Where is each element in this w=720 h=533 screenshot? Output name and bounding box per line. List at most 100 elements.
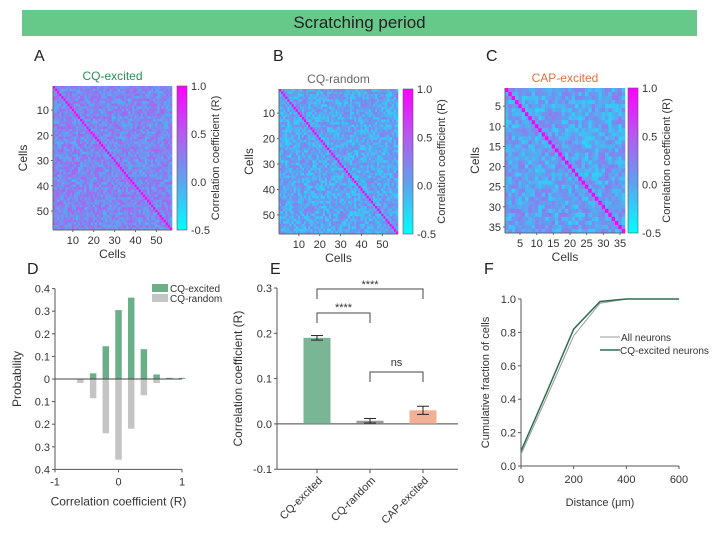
heatmap-cell (126, 171, 129, 175)
heatmap-cell (96, 171, 100, 175)
heatmap-cell (82, 106, 85, 110)
heatmap-cell (297, 132, 301, 136)
heatmap-cell (337, 119, 340, 123)
heatmap-cell (322, 89, 326, 92)
heatmap-cell (375, 119, 378, 123)
heatmap-cell (281, 99, 284, 103)
heatmap-cell (159, 103, 162, 107)
heatmap-cell (117, 128, 121, 132)
heatmap-cell (130, 161, 133, 165)
heatmap-cell (370, 142, 374, 146)
heatmap-cell (157, 182, 160, 185)
heatmap-cell (140, 106, 144, 110)
heatmap-cell (90, 146, 93, 150)
heatmap-cell (345, 144, 349, 148)
heatmap-cell (333, 155, 336, 158)
heatmap-cell (101, 146, 104, 150)
heatmap-cell (301, 114, 305, 118)
heatmap-cell (375, 144, 378, 148)
heatmap-cell (151, 144, 154, 147)
heatmap-cell (75, 194, 79, 198)
heatmap-cell (136, 202, 139, 206)
heatmap-cell (151, 96, 154, 99)
heatmap-cell (324, 111, 328, 115)
heatmap-cell (391, 96, 395, 100)
heatmap-cell (352, 147, 355, 151)
heatmap-cell (136, 88, 139, 92)
heatmap-cell (295, 101, 299, 105)
heatmap-cell (61, 166, 64, 170)
heatmap-cell (362, 94, 365, 97)
heatmap-cell (165, 197, 169, 200)
heatmap-cell (136, 93, 139, 97)
heatmap-cell (144, 146, 148, 150)
heatmap-cell (155, 113, 158, 117)
heatmap-cell (71, 164, 75, 168)
heatmap-cell (101, 161, 104, 165)
heatmap-cell (63, 224, 66, 228)
heatmap-cell (144, 149, 148, 152)
heatmap-cell (153, 199, 156, 203)
heatmap-cell (84, 101, 87, 104)
heatmap-cell (169, 187, 173, 190)
heatmap-cell (142, 189, 146, 193)
heatmap-cell (59, 222, 62, 226)
heatmap-cell (372, 157, 376, 161)
heatmap-cell (381, 152, 384, 156)
heatmap-cell (82, 136, 85, 140)
heatmap-cell (387, 96, 390, 100)
heatmap-cell (61, 111, 64, 115)
heatmap-cell (134, 164, 137, 168)
heatmap-cell (57, 182, 60, 185)
heatmap-cell (375, 101, 378, 105)
heatmap-cell (78, 103, 81, 107)
heatmap-cell (80, 128, 83, 132)
heatmap-cell (347, 139, 351, 143)
heatmap-cell (151, 182, 154, 185)
heatmap-cell (136, 118, 139, 122)
heatmap-cell (285, 89, 288, 92)
heatmap-cell (352, 96, 355, 100)
heatmap-cell (165, 182, 169, 185)
heatmap-cell (96, 189, 100, 193)
heatmap-cell (65, 151, 68, 155)
heatmap-cell (80, 224, 83, 228)
heatmap-cell (53, 174, 56, 178)
heatmap-cell (354, 104, 357, 108)
heatmap-cell (111, 106, 114, 110)
heatmap-cell (167, 199, 171, 203)
heatmap-cell (75, 204, 79, 208)
heatmap-cell (136, 176, 139, 180)
heatmap-cell (337, 134, 340, 138)
heatmap-cell (115, 204, 119, 208)
heatmap-cell (159, 91, 162, 94)
heatmap-cell (151, 189, 154, 193)
heatmap-cell (126, 214, 129, 218)
heatmap-cell (347, 127, 351, 130)
heatmap-cell (84, 123, 87, 127)
heatmap-cell (155, 187, 158, 190)
heatmap-cell (335, 101, 338, 105)
heatmap-cell (67, 184, 70, 188)
heatmap-cell (94, 227, 98, 231)
heatmap-cell (117, 189, 121, 193)
heatmap-cell (128, 207, 131, 211)
heatmap-cell (331, 132, 334, 136)
heatmap-cell (285, 114, 288, 118)
heatmap-cell (360, 144, 363, 148)
heatmap-cell (163, 106, 167, 110)
heatmap-cell (370, 119, 374, 123)
heatmap-cell (393, 137, 397, 141)
heatmap-cell (304, 150, 307, 153)
heatmap-cell (113, 171, 116, 175)
heatmap-cell (113, 227, 116, 231)
heatmap-cell (75, 176, 79, 180)
heatmap-cell (287, 122, 290, 125)
heatmap-cell (88, 189, 91, 193)
heatmap-cell (320, 132, 324, 136)
heatmap-cell (314, 111, 317, 115)
heatmap-cell (94, 199, 98, 203)
heatmap-cell (161, 128, 164, 132)
heatmap-cell (136, 146, 139, 150)
heatmap-cell (80, 156, 83, 160)
